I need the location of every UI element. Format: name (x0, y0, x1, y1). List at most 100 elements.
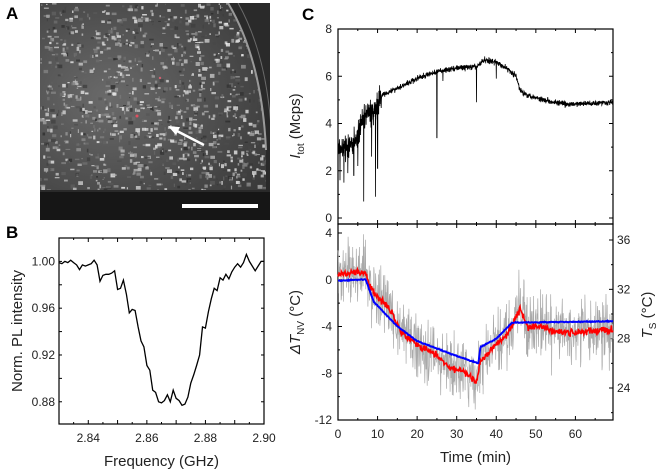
speckle (248, 103, 251, 105)
speckle (185, 99, 188, 102)
speckle (245, 92, 248, 96)
speckle (239, 117, 242, 120)
y-axis-label: Norm. PL intensity (9, 270, 26, 392)
y-tick-label: 2 (325, 164, 332, 178)
speckle (171, 18, 175, 22)
speckle (147, 106, 152, 108)
speckle (188, 19, 192, 23)
speckle (165, 131, 167, 136)
speckle (66, 106, 71, 109)
speckle (150, 125, 156, 128)
speckle (83, 78, 85, 81)
speckle (113, 37, 117, 41)
speckle (46, 116, 49, 121)
speckle (248, 163, 253, 167)
speckle (241, 155, 243, 158)
speckle (141, 6, 144, 10)
speckle (188, 174, 192, 177)
speckle (101, 41, 105, 45)
speckle (199, 57, 202, 61)
speckle (128, 60, 132, 63)
speckle (72, 119, 78, 122)
speckle (160, 62, 165, 65)
speckle (55, 141, 58, 144)
speckle (183, 111, 187, 113)
speckle (176, 111, 181, 115)
speckle (213, 175, 216, 179)
speckle (99, 60, 102, 62)
speckle (43, 168, 49, 172)
speckle (191, 146, 193, 151)
speckle (208, 174, 212, 178)
speckle (202, 67, 208, 71)
speckle (41, 4, 43, 6)
speckle (97, 129, 99, 132)
speckle (222, 189, 225, 190)
speckle (235, 94, 238, 96)
speckle (238, 46, 242, 50)
speckle (103, 169, 108, 174)
speckle (150, 171, 153, 176)
speckle (58, 109, 60, 114)
speckle (155, 4, 157, 7)
speckle (104, 128, 106, 132)
speckle (145, 143, 151, 147)
speckle (218, 134, 224, 138)
speckle (185, 158, 191, 162)
speckle (117, 132, 120, 135)
y-tick-label: 4 (325, 226, 332, 240)
speckle (98, 119, 104, 123)
speckle (168, 149, 172, 152)
speckle (108, 29, 114, 34)
speckle (132, 77, 134, 82)
speckle (201, 171, 207, 174)
speckle (198, 3, 201, 8)
speckle (239, 116, 242, 118)
speckle (189, 16, 195, 20)
speckle (202, 153, 205, 157)
speckle (63, 140, 66, 142)
speckle (149, 169, 151, 173)
y-axis-label-main: ΔT (287, 333, 304, 355)
speckle (145, 53, 149, 55)
speckle (140, 107, 145, 109)
speckle (81, 24, 83, 27)
speckle (153, 147, 156, 150)
speckle (180, 16, 183, 19)
speckle (151, 12, 154, 17)
sample-temperature-line (338, 278, 614, 365)
speckle (76, 87, 79, 89)
speckle (147, 82, 151, 84)
speckle (42, 132, 46, 136)
speckle (106, 155, 109, 158)
speckle (143, 164, 147, 167)
speckle (260, 174, 264, 178)
speckle (134, 156, 137, 158)
speckle (236, 173, 241, 176)
speckle (218, 21, 222, 24)
speckle (77, 85, 82, 88)
speckle (69, 131, 71, 134)
speckle (177, 142, 183, 145)
speckle (119, 79, 122, 82)
speckle (46, 156, 51, 158)
speckle (184, 152, 188, 155)
speckle (117, 19, 122, 23)
speckle (172, 56, 174, 61)
speckle (140, 40, 144, 45)
y-tick-label: -12 (315, 413, 333, 427)
speckle (74, 158, 80, 161)
speckle (114, 36, 118, 39)
speckle (246, 154, 249, 156)
speckle (232, 95, 236, 98)
speckle (135, 186, 141, 190)
speckle (224, 58, 228, 60)
speckle (110, 85, 116, 90)
speckle (59, 11, 62, 15)
speckle (199, 91, 202, 93)
speckle (189, 47, 195, 51)
speckle (159, 51, 161, 55)
speckle (165, 25, 167, 30)
y-tick-label: 0 (325, 211, 332, 225)
